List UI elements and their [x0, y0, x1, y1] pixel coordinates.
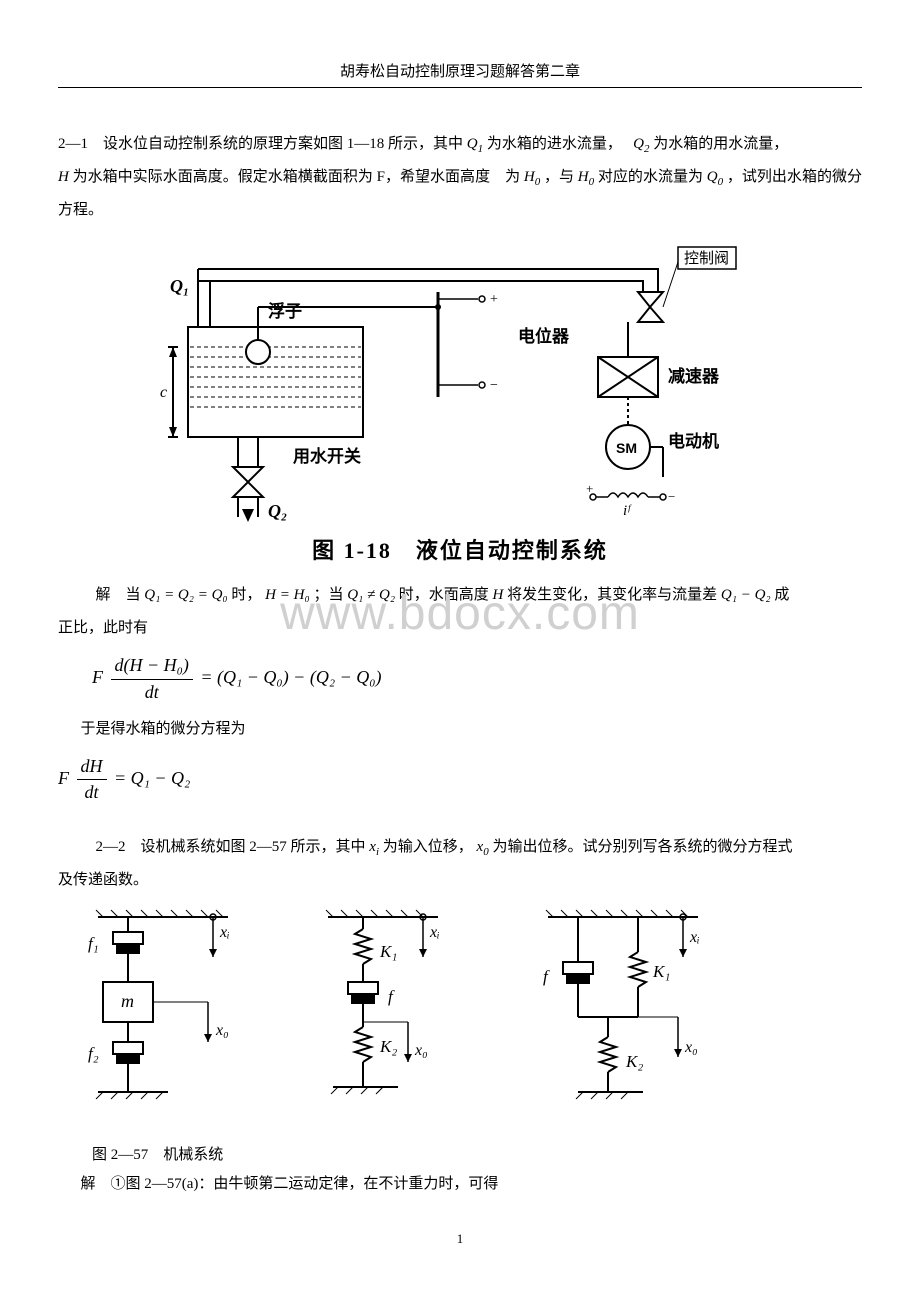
label-valve: 控制阀 — [684, 250, 729, 267]
label-if: iᶠ — [623, 503, 632, 519]
svg-text:f: f — [388, 987, 395, 1006]
label-q2: Q₂ — [268, 501, 287, 521]
figure-1-18-caption: 图 1-18 液位自动控制系统 — [58, 533, 862, 565]
system-a: f₁ xᵢ m x₀ f₂ — [68, 907, 248, 1137]
p1-c: 为水箱的用水流量， — [653, 136, 788, 152]
label-sm: SM — [616, 440, 637, 456]
p1-q1: Q1 — [467, 136, 483, 152]
solution-1-line1: 解 当 Q₁ = Q₂ = Q₀ 时， H = H₀ ；当 Q₁ ≠ Q₂ 时，… — [58, 579, 862, 612]
svg-text:x₀: x₀ — [684, 1039, 698, 1056]
equation-2: F dH dt = Q₁ − Q₂ — [58, 754, 862, 805]
p1-H0b: H0 — [578, 169, 594, 185]
p1-H: H — [58, 169, 69, 185]
solution-2-line1: 解 ①图 2—57(a)：由牛顿第二运动定律，在不计重力时，可得 — [58, 1168, 862, 1201]
label-switch: 用水开关 — [293, 446, 361, 466]
svg-text:f₂: f₂ — [88, 1044, 99, 1063]
problem-2-text-2: 及传递函数。 — [58, 864, 862, 897]
problem-2-text: 2—2 设机械系统如图 2—57 所示，其中 xi 为输入位移， x0 为输出位… — [58, 831, 862, 864]
figure-2-57-caption: 图 2—57 机械系统 — [92, 1143, 862, 1164]
figure-1-18: c Q₁ 控制阀 浮子 + − — [138, 237, 862, 527]
page-header: 胡寿松自动控制原理习题解答第二章 — [58, 60, 862, 88]
page-number: 1 — [58, 1231, 862, 1247]
equation-1: F d(H − H₀) dt = (Q₁ − Q₀) − (Q₂ − Q₀) — [92, 653, 862, 704]
p1-q2: Q2 — [633, 136, 649, 152]
svg-text:x₀: x₀ — [414, 1042, 428, 1059]
svg-text:K₁: K₁ — [652, 962, 670, 981]
label-float: 浮子 — [268, 301, 302, 321]
label-minus: − — [490, 378, 498, 393]
svg-text:m: m — [121, 991, 134, 1011]
svg-text:xᵢ: xᵢ — [689, 929, 700, 946]
p1-d: 为水箱中实际水面高度。假定水箱横截面积为 F，希望水面高度 为 — [73, 169, 521, 185]
svg-text:K₂: K₂ — [625, 1052, 643, 1071]
minus2: − — [668, 489, 675, 504]
label-c: c — [160, 384, 167, 401]
p1-a: 2—1 设水位自动控制系统的原理方案如图 1—18 所示，其中 — [58, 136, 463, 152]
system-c: xᵢ f K₁ x₀ K₂ — [528, 907, 728, 1137]
svg-text:xᵢ: xᵢ — [219, 924, 230, 941]
p1-Q0: Q0 — [707, 169, 723, 185]
label-pot: 电位器 — [518, 326, 570, 346]
label-plus: + — [490, 292, 498, 307]
plus2: + — [586, 481, 593, 496]
svg-text:f: f — [543, 967, 550, 986]
p1-b: 为水箱的进水流量， — [487, 136, 630, 152]
p1-e: ，与 — [544, 169, 574, 185]
solution-1-line2: 正比，此时有 — [58, 612, 862, 645]
svg-text:K₁: K₁ — [379, 942, 397, 961]
label-motor: 电动机 — [668, 431, 719, 451]
problem-1-text: 2—1 设水位自动控制系统的原理方案如图 1—18 所示，其中 Q1 为水箱的进… — [58, 128, 862, 227]
svg-text:K₂: K₂ — [379, 1037, 397, 1056]
p1-f: 对应的水流量为 — [598, 169, 703, 185]
svg-text:xᵢ: xᵢ — [429, 924, 440, 941]
solution-1-line3: 于是得水箱的微分方程为 — [58, 713, 862, 746]
system-b: xᵢ K₁ f K₂ x₀ — [308, 907, 468, 1137]
label-gear: 减速器 — [668, 366, 720, 386]
svg-text:x₀: x₀ — [215, 1022, 229, 1039]
p1-H0: H0 — [524, 169, 540, 185]
label-q1: Q₁ — [170, 276, 189, 296]
svg-text:f₁: f₁ — [88, 934, 99, 953]
figure-2-57: f₁ xᵢ m x₀ f₂ — [68, 907, 862, 1137]
